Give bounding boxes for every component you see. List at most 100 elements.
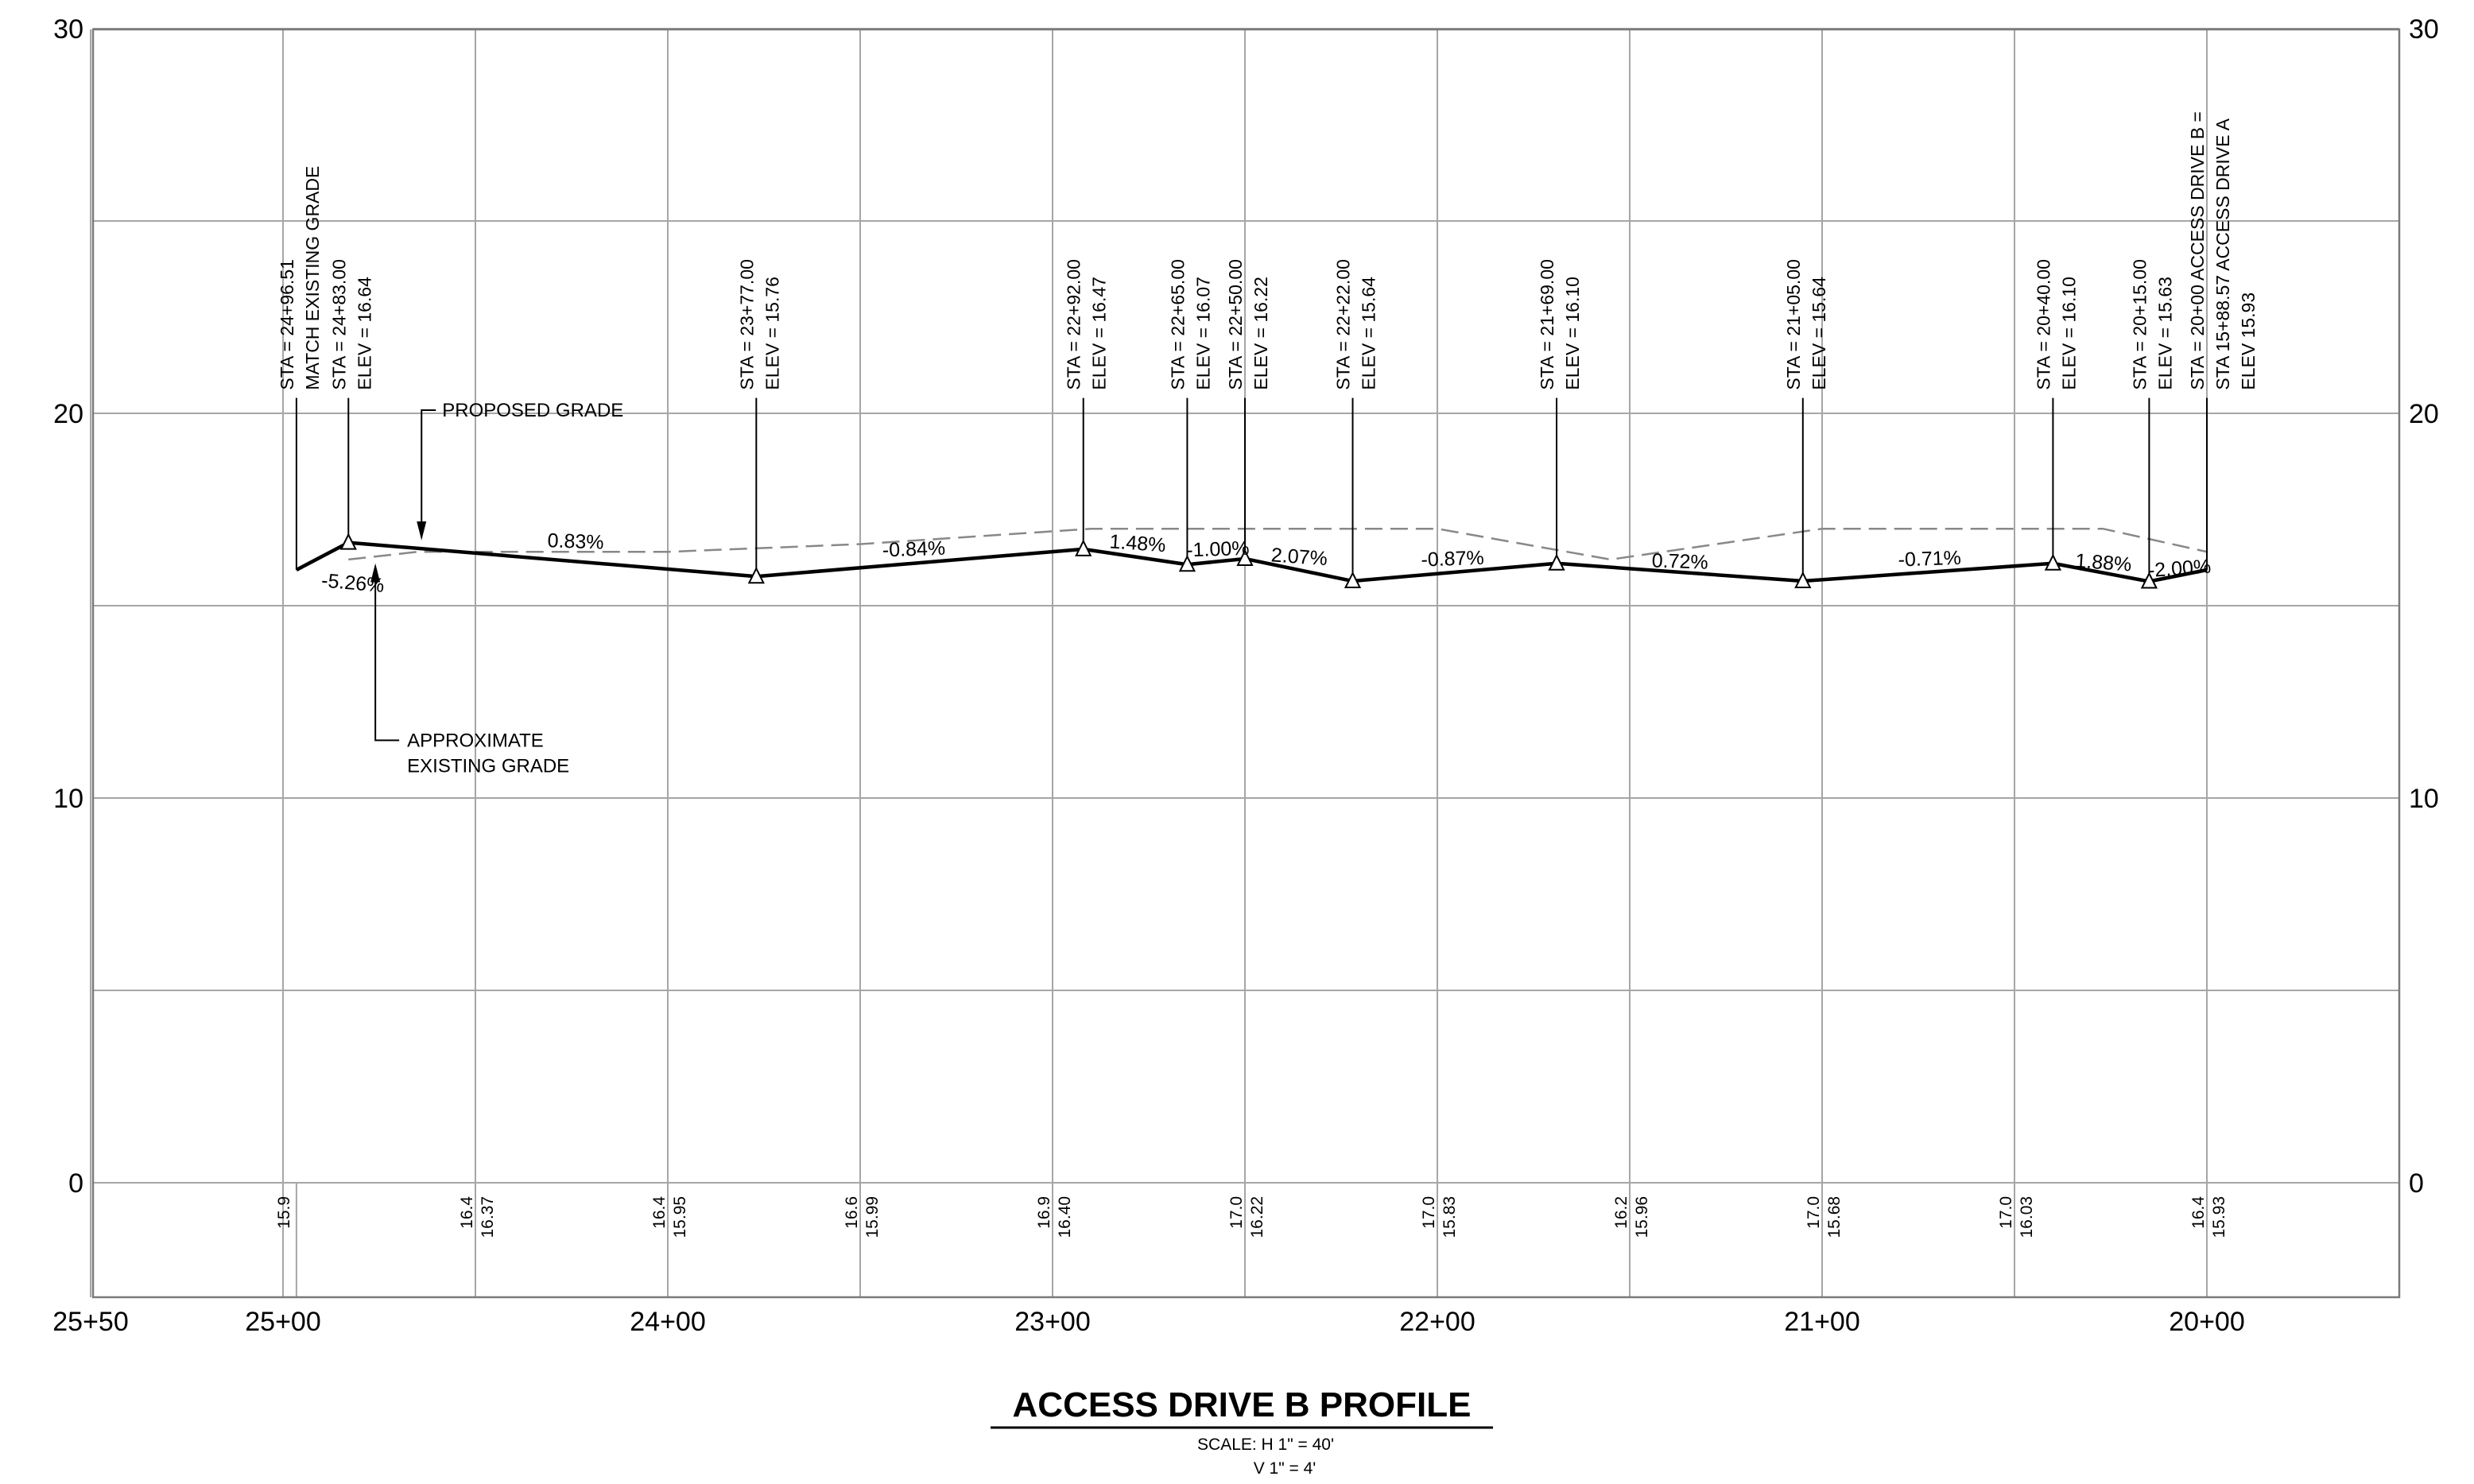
scale-vertical: V 1" = 4' (1254, 1459, 1316, 1478)
grade-percent-label: -0.71% (1898, 547, 1961, 572)
pvi-label: ELEV = 16.64 (354, 277, 374, 390)
elevation-tick-right: 0 (2409, 1168, 2424, 1199)
grade-percent-label: 0.83% (547, 529, 604, 553)
grade-percent-label: 1.88% (2075, 550, 2133, 576)
station-label: 24+00 (630, 1307, 706, 1337)
pvi-label: STA = 22+65.00 (1167, 259, 1188, 390)
bottom-elevation-value: 15.96 (1633, 1196, 1651, 1238)
bottom-elevation-value: 16.03 (2018, 1196, 2036, 1238)
pvi-label: STA = 20+15.00 (2129, 259, 2150, 390)
pvi-label: STA = 20+00 ACCESS DRIVE B = (2187, 111, 2208, 390)
elevation-tick-left: 10 (53, 784, 83, 814)
grade-notes: PROPOSED GRADE APPROXIMATE EXISTING GRADE (370, 400, 623, 777)
grid (90, 28, 2401, 1299)
pvi-label: ELEV = 16.47 (1089, 277, 1110, 390)
pvi-callout: STA = 22+50.00 ELEV = 16.22 (1225, 259, 1271, 566)
existing-grade-arrow-icon (370, 563, 381, 583)
station-label: 21+00 (1784, 1307, 1860, 1337)
pvi-label: ELEV = 15.64 (1809, 277, 1829, 390)
pvi-callout: STA = 22+92.00 ELEV = 16.47 (1064, 259, 1110, 556)
pvi-triangle-marker (1178, 554, 1196, 572)
scale-horizontal: SCALE: H 1" = 40' (1197, 1436, 1334, 1454)
bottom-elevation-value: 16.6 (843, 1196, 861, 1229)
pvi-callout: STA = 22+65.00 ELEV = 16.07 (1167, 259, 1213, 572)
pvi-callout: STA = 20+15.00 ELEV = 15.63 (2129, 259, 2175, 589)
bottom-elevation-value: 17.0 (1997, 1196, 2015, 1229)
proposed-grade-arrow-icon (417, 521, 427, 541)
pvi-label: MATCH EXISTING GRADE (302, 166, 323, 390)
pvi-callout: STA = 21+05.00 ELEV = 15.64 (1783, 259, 1829, 589)
bottom-elevation-value: 17.0 (1420, 1196, 1438, 1229)
pvi-callout: STA = 24+96.51 MATCH EXISTING GRADE (277, 166, 323, 570)
grade-percent-label: -1.00% (1186, 537, 1250, 562)
elevation-tick-left: 20 (53, 399, 83, 429)
station-label: 20+00 (2169, 1307, 2245, 1337)
bottom-elevation-value: 16.22 (1248, 1196, 1266, 1238)
station-label: 23+00 (1014, 1307, 1091, 1337)
bottom-elevation-value: 16.40 (1056, 1196, 1074, 1238)
station-label: 22+00 (1399, 1307, 1475, 1337)
bottom-elevation-value: 17.0 (1227, 1196, 1246, 1229)
pvi-callout: STA = 20+00 ACCESS DRIVE B = STA 15+88.57… (2187, 111, 2259, 570)
pvi-label: STA = 24+83.00 (328, 259, 349, 390)
elevation-tick-left: 0 (68, 1168, 83, 1199)
proposed-grade-line (295, 541, 2208, 583)
pvi-label: STA = 24+96.51 (277, 259, 297, 390)
pvi-label: ELEV = 16.10 (1562, 277, 1583, 390)
pvi-callouts: STA = 24+96.51 MATCH EXISTING GRADE STA = … (277, 111, 2259, 589)
bottom-elevation-value: 16.4 (458, 1196, 476, 1229)
bottom-elevation-value: 15.68 (1825, 1196, 1844, 1238)
pvi-triangle-marker (1075, 539, 1092, 556)
bottom-elevation-value: 17.0 (1805, 1196, 1823, 1229)
proposed-grade-layer (295, 541, 2208, 583)
pvi-label: ELEV = 15.63 (2154, 277, 2175, 390)
pvi-label: STA = 22+50.00 (1225, 259, 1246, 390)
pvi-label: STA = 21+69.00 (1537, 259, 1557, 390)
pvi-triangle-marker (1344, 571, 1362, 589)
pvi-callout: STA = 22+22.00 ELEV = 15.64 (1333, 259, 1379, 589)
elevation-tick-left: 30 (53, 14, 83, 45)
bottom-elevation-value: 16.9 (1035, 1196, 1053, 1229)
existing-grade-note: EXISTING GRADE (407, 755, 569, 777)
bottom-elevation-value: 15.83 (1441, 1196, 1459, 1238)
existing-grade-line (348, 527, 2208, 561)
grade-percent-label: -0.84% (882, 537, 945, 562)
pvi-callout: STA = 20+40.00 ELEV = 16.10 (2033, 259, 2079, 571)
pvi-label: STA = 23+77.00 (736, 259, 757, 390)
grade-percent-label: 0.72% (1651, 549, 1708, 573)
existing-grade-note: APPROXIMATE (407, 730, 544, 751)
pvi-callout: STA = 24+83.00 ELEV = 16.64 (328, 259, 374, 550)
grade-percent-label: -0.87% (1421, 547, 1484, 572)
pvi-label: STA 15+88.57 ACCESS DRIVE A (2212, 118, 2233, 389)
station-label: 25+00 (245, 1307, 321, 1337)
pvi-label: STA = 20+40.00 (2033, 259, 2053, 390)
bottom-elevation-value: 16.4 (2189, 1196, 2208, 1229)
bottom-elevation-value: 15.93 (2210, 1196, 2228, 1238)
pvi-label: ELEV = 15.64 (1359, 277, 1379, 390)
existing-grade-layer (348, 527, 2208, 561)
grade-percent-label: 2.07% (1270, 544, 1328, 570)
station-label: 25+50 (52, 1307, 129, 1337)
pvi-triangle-marker (747, 566, 765, 584)
bottom-elevation-value: 15.99 (863, 1196, 882, 1238)
pvi-triangle-marker (2044, 553, 2062, 571)
bottom-elevation-value: 15.95 (671, 1196, 689, 1238)
grade-percent-label: -2.00% (2147, 556, 2212, 582)
pvi-triangle-marker (1794, 571, 1812, 589)
title-block: ACCESS DRIVE B PROFILE SCALE: H 1" = 40' V… (991, 1385, 1493, 1478)
elevation-tick-right: 20 (2409, 399, 2439, 429)
pvi-label: ELEV 15.93 (2238, 293, 2259, 390)
pvi-triangle-marker (1548, 553, 1565, 571)
pvi-triangle-marker (1236, 548, 1254, 566)
proposed-grade-note: PROPOSED GRADE (442, 400, 623, 421)
bottom-elevation-value: 16.2 (1612, 1196, 1631, 1229)
axis-labels: 30 30 20 20 10 10 0 0 25+50 25+00 24+00 23+00 22+00 2… (52, 14, 2439, 1337)
bottom-elevation-value: 15.9 (275, 1196, 293, 1229)
pvi-label: ELEV = 16.07 (1192, 277, 1213, 390)
grade-percent-label: 1.48% (1109, 530, 1167, 556)
bottom-elevation-table: 15.9 16.4 16.37 16.4 15.95 16.6 15.99 16.9 16.40… (275, 1196, 2228, 1238)
proposed-grade-leader (421, 409, 436, 533)
pvi-label: STA = 21+05.00 (1783, 259, 1804, 390)
pvi-label: STA = 22+22.00 (1333, 259, 1354, 390)
